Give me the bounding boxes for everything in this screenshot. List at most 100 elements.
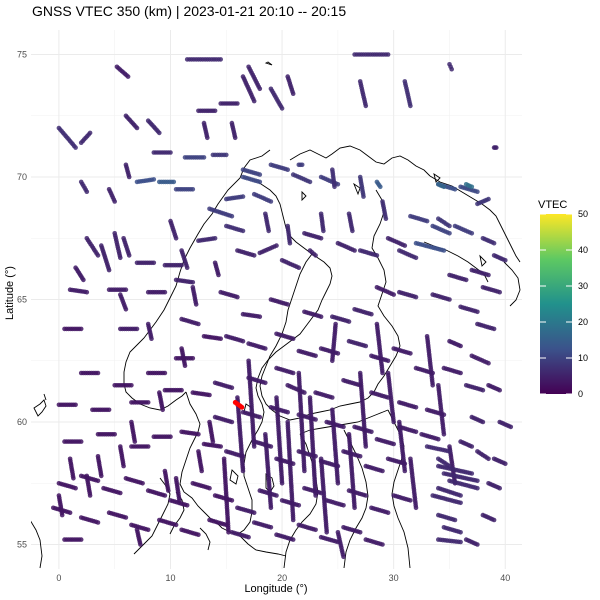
vtec-point bbox=[385, 52, 391, 57]
vtec-point bbox=[447, 449, 452, 454]
vtec-point bbox=[123, 515, 129, 520]
legend-title: VTEC bbox=[538, 199, 567, 211]
vtec-track bbox=[240, 167, 263, 177]
vtec-track bbox=[73, 265, 86, 283]
vtec-track bbox=[302, 309, 324, 320]
vtec-point bbox=[447, 223, 452, 229]
vtec-track bbox=[101, 485, 123, 496]
vtec-track bbox=[129, 400, 151, 405]
vtec-point bbox=[95, 478, 101, 484]
vtec-point bbox=[226, 530, 231, 535]
vtec-track bbox=[134, 177, 157, 185]
vtec-point bbox=[240, 468, 246, 474]
vtec-point bbox=[67, 510, 73, 515]
vtec-point bbox=[402, 468, 408, 474]
vtec-track bbox=[173, 187, 196, 192]
vtec-track bbox=[441, 365, 463, 376]
vtec-point bbox=[218, 444, 223, 449]
vtec-point bbox=[125, 74, 131, 79]
vtec-point bbox=[458, 500, 463, 506]
vtec-point bbox=[218, 336, 223, 342]
vtec-point bbox=[201, 155, 207, 160]
vtec-point bbox=[78, 439, 84, 444]
vtec-point bbox=[149, 336, 154, 342]
vtec-track bbox=[78, 370, 101, 376]
vtec-point bbox=[268, 505, 274, 511]
vtec-point bbox=[99, 473, 104, 479]
vtec-point bbox=[179, 262, 184, 268]
vtec-point bbox=[123, 287, 129, 293]
vtec-track bbox=[179, 346, 188, 369]
x-tick-label: 30 bbox=[389, 573, 399, 583]
vtec-track bbox=[397, 248, 419, 261]
vtec-point bbox=[463, 277, 469, 283]
vtec-point bbox=[78, 326, 84, 332]
vtec-point bbox=[458, 370, 463, 376]
vtec-point bbox=[452, 517, 458, 523]
vtec-point bbox=[458, 539, 463, 545]
vtec-point bbox=[73, 145, 78, 150]
vtec-point bbox=[363, 343, 369, 349]
vtec-point bbox=[84, 289, 90, 295]
legend-tick-label: 10 bbox=[578, 353, 588, 363]
vtec-point bbox=[224, 152, 229, 158]
vtec-point bbox=[313, 353, 318, 359]
vtec-track bbox=[201, 334, 223, 342]
vtec-track bbox=[357, 370, 369, 449]
vtec-track bbox=[346, 488, 369, 498]
vtec-track bbox=[330, 167, 337, 190]
vtec-track bbox=[436, 456, 452, 469]
y-tick-label: 70 bbox=[17, 172, 27, 182]
vtec-track bbox=[408, 456, 419, 511]
vtec-point bbox=[452, 187, 458, 192]
vtec-point bbox=[268, 525, 274, 530]
vtec-point bbox=[341, 424, 346, 430]
colorbar-legend: VTEC 0 10 20 30 40 50 bbox=[538, 199, 588, 399]
vtec-track bbox=[56, 481, 78, 491]
vtec-track bbox=[430, 493, 463, 506]
vtec-track bbox=[480, 236, 497, 246]
vtec-track bbox=[290, 172, 313, 185]
vtec-track bbox=[402, 79, 413, 109]
vtec-track bbox=[274, 532, 296, 542]
vtec-track bbox=[463, 383, 486, 393]
vtec-track bbox=[441, 471, 480, 484]
y-axis-ticks: 55 60 65 70 75 bbox=[17, 50, 27, 550]
vtec-point bbox=[279, 481, 285, 486]
highlight-point bbox=[239, 404, 245, 410]
vtec-track bbox=[318, 456, 330, 535]
vtec-track bbox=[413, 240, 447, 253]
vtec-track bbox=[491, 145, 499, 150]
vtec-point bbox=[385, 358, 391, 364]
vtec-point bbox=[494, 145, 499, 150]
vtec-track bbox=[162, 387, 184, 393]
vtec-track bbox=[190, 390, 212, 398]
vtec-point bbox=[458, 530, 463, 535]
vtec-point bbox=[240, 228, 246, 234]
vtec-track bbox=[190, 285, 199, 307]
vtec-point bbox=[413, 255, 419, 261]
vtec-point bbox=[352, 505, 357, 511]
vtec-point bbox=[212, 108, 218, 114]
vtec-point bbox=[363, 103, 369, 109]
vtec-track bbox=[424, 444, 452, 454]
vtec-track bbox=[190, 481, 212, 491]
vtec-point bbox=[112, 432, 117, 437]
vtec-track bbox=[218, 101, 240, 106]
vtec-track bbox=[207, 206, 235, 219]
vtec-point bbox=[357, 530, 363, 535]
vtec-point bbox=[491, 240, 497, 246]
colorbar bbox=[540, 214, 572, 394]
vtec-track bbox=[374, 179, 383, 190]
vtec-track bbox=[196, 236, 218, 243]
y-axis-label: Latitude (°) bbox=[4, 266, 16, 320]
vtec-point bbox=[491, 326, 497, 332]
vtec-point bbox=[166, 488, 171, 493]
vtec-point bbox=[162, 370, 168, 376]
vtec-track bbox=[369, 505, 391, 515]
vtec-track bbox=[357, 248, 380, 258]
x-tick-label: 0 bbox=[56, 573, 61, 583]
vtec-point bbox=[469, 231, 475, 236]
vtec-point bbox=[71, 476, 76, 481]
vtec-point bbox=[290, 517, 296, 523]
